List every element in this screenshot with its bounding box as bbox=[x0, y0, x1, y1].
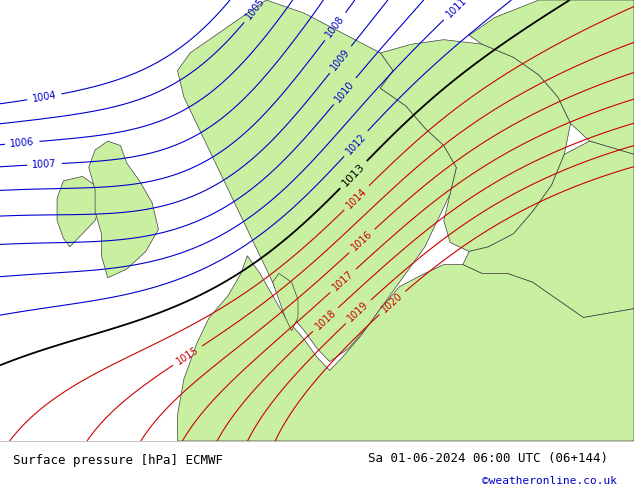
Polygon shape bbox=[380, 40, 571, 251]
Text: 1006: 1006 bbox=[10, 137, 35, 149]
Text: Surface pressure [hPa] ECMWF: Surface pressure [hPa] ECMWF bbox=[13, 454, 223, 467]
Text: 1010: 1010 bbox=[333, 78, 356, 104]
Polygon shape bbox=[89, 141, 158, 278]
Text: 1018: 1018 bbox=[313, 307, 338, 331]
Text: 1020: 1020 bbox=[380, 291, 405, 315]
Text: 1016: 1016 bbox=[349, 229, 374, 253]
Text: 1013: 1013 bbox=[340, 161, 367, 188]
Polygon shape bbox=[469, 0, 634, 154]
Polygon shape bbox=[273, 273, 298, 331]
Polygon shape bbox=[57, 176, 101, 247]
Text: 1009: 1009 bbox=[329, 47, 352, 73]
Text: 1012: 1012 bbox=[344, 131, 368, 156]
Text: 1007: 1007 bbox=[32, 159, 57, 170]
Text: 1011: 1011 bbox=[444, 0, 469, 20]
Polygon shape bbox=[463, 141, 634, 318]
Text: 1015: 1015 bbox=[174, 344, 200, 367]
Text: 1004: 1004 bbox=[32, 90, 58, 104]
Text: 1019: 1019 bbox=[346, 300, 371, 324]
Text: Sa 01-06-2024 06:00 UTC (06+144): Sa 01-06-2024 06:00 UTC (06+144) bbox=[368, 452, 608, 465]
Text: ©weatheronline.co.uk: ©weatheronline.co.uk bbox=[482, 476, 617, 486]
Text: 1008: 1008 bbox=[324, 14, 347, 39]
Text: 1017: 1017 bbox=[330, 269, 356, 293]
Text: 1014: 1014 bbox=[344, 186, 369, 210]
Text: 1005: 1005 bbox=[243, 0, 267, 22]
Polygon shape bbox=[178, 256, 634, 441]
Polygon shape bbox=[178, 0, 456, 362]
